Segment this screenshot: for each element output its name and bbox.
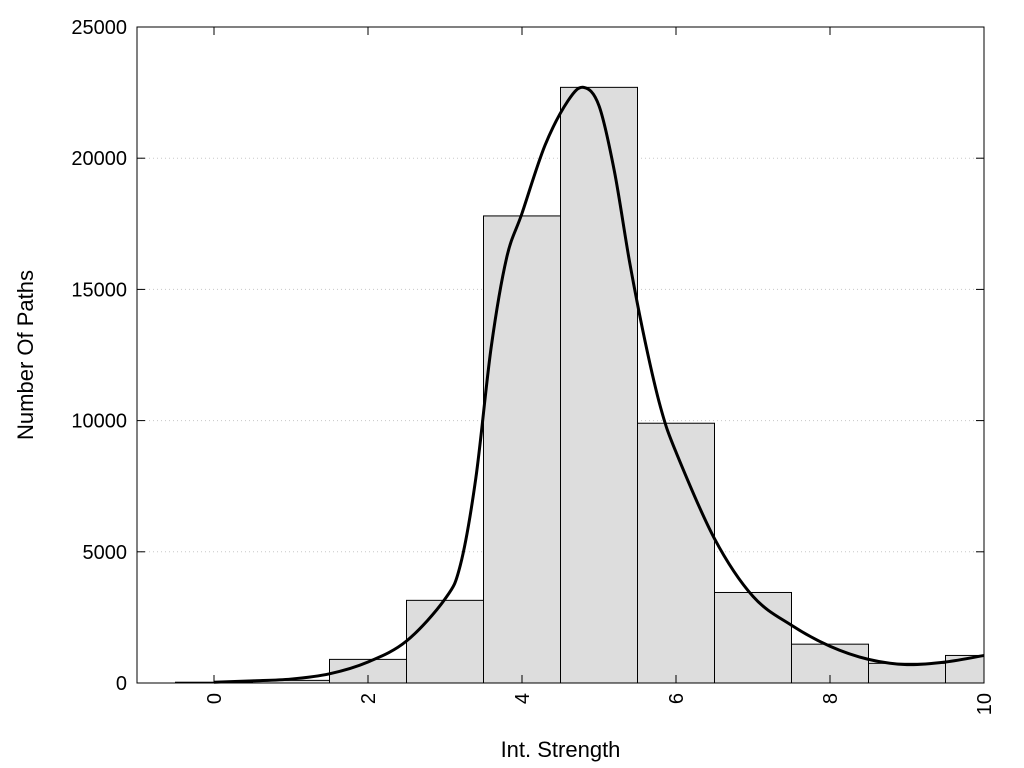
histogram-bar xyxy=(560,86,638,684)
y-tick-label: 20000 xyxy=(71,148,127,170)
histogram-bar xyxy=(637,422,715,684)
histogram-bar xyxy=(406,599,484,684)
y-tick-label: 0 xyxy=(116,673,127,695)
x-tick-label: 10 xyxy=(974,693,996,715)
x-tick-label: 6 xyxy=(666,693,688,704)
plot-frame xyxy=(136,26,985,684)
y-tick-label: 10000 xyxy=(71,411,127,433)
y-axis-ticks: 0 5000 10000 15000 20000 25000 xyxy=(71,17,984,695)
y-tick-label: 15000 xyxy=(71,279,127,301)
fit-curve-line xyxy=(213,85,985,684)
histogram-bar xyxy=(714,591,792,684)
x-tick-label: 0 xyxy=(204,693,226,704)
x-tick-label: 8 xyxy=(820,693,842,704)
x-axis-title: Int. Strength xyxy=(501,737,621,762)
x-tick-label: 4 xyxy=(512,693,534,704)
x-tick-label: 2 xyxy=(358,693,380,704)
fit-curve xyxy=(213,85,985,684)
x-axis-ticks: 0 2 4 6 8 10 xyxy=(204,27,996,715)
y-axis-title: Number Of Paths xyxy=(13,270,38,440)
histogram-bar xyxy=(483,215,561,684)
histogram-bars xyxy=(175,86,985,684)
histogram-bar xyxy=(868,662,946,684)
y-tick-label: 5000 xyxy=(83,542,128,564)
y-tick-label: 25000 xyxy=(71,17,127,39)
